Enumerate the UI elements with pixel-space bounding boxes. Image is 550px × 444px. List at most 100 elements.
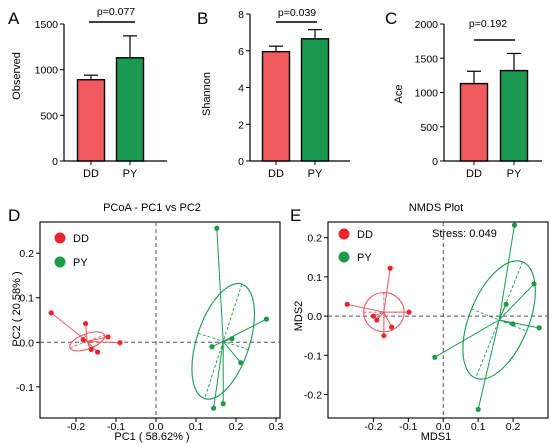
nmds-spoke-py bbox=[477, 319, 500, 410]
bar2-y-tick-label: 4 bbox=[238, 83, 244, 95]
nmds-plot-frame bbox=[327, 221, 549, 419]
bar2-bar-dd bbox=[261, 50, 291, 162]
pcoa-spoke-py bbox=[222, 341, 242, 364]
pcoa-point-py bbox=[209, 344, 215, 350]
bar1-x-tick-label: DD bbox=[83, 168, 99, 180]
pcoa-x-tick-label: -0.1 bbox=[107, 421, 125, 433]
bar2-bar-py bbox=[300, 38, 330, 162]
nmds-x-tick-label: 0.0 bbox=[436, 421, 451, 433]
bar3-x-tick-label: DD bbox=[466, 168, 482, 180]
c-pvalue: p=0.192 bbox=[469, 18, 507, 30]
pcoa-point-py bbox=[263, 316, 269, 322]
pcoa-ellipse-axis-dd bbox=[69, 334, 105, 349]
pcoa-legend-marker-py bbox=[54, 256, 66, 268]
a-ylabel: Observed bbox=[11, 52, 23, 100]
chart-marks: 0 500 1000 1500 DD PY 0 2 4 6 8 DD PY 0 500 1000 1500 200… bbox=[16, 9, 549, 433]
nmds-point-dd bbox=[374, 317, 380, 323]
bar1-bar-dd bbox=[76, 79, 106, 162]
pcoa-point-dd bbox=[80, 337, 86, 343]
bar3-y-tick-label: 0 bbox=[432, 156, 438, 168]
pcoa-spoke-dd bbox=[87, 340, 121, 344]
pcoa-y-tick-label: 0.0 bbox=[19, 337, 34, 349]
d-xlabel: PC1 ( 58.62% ) bbox=[114, 431, 189, 443]
nmds-point-py bbox=[536, 325, 542, 331]
nmds-y-tick-label: -0.2 bbox=[304, 389, 322, 401]
pcoa-point-py bbox=[214, 225, 220, 231]
panel-letter-c: C bbox=[385, 9, 397, 28]
pcoa-point-py bbox=[211, 405, 217, 411]
pcoa-y-tick-label: 0.1 bbox=[19, 293, 34, 305]
e-legend-dd: DD bbox=[357, 229, 373, 241]
nmds-point-dd bbox=[381, 333, 387, 339]
pcoa-x-tick-label: 0.1 bbox=[189, 421, 204, 433]
nmds-stress: Stress: 0.049 bbox=[432, 228, 497, 240]
nmds-point-dd bbox=[370, 313, 376, 319]
nmds-spoke-py bbox=[498, 225, 515, 321]
bar1-y-tick-label: 0 bbox=[52, 156, 58, 168]
bar3-y-tick-label: 1000 bbox=[415, 88, 439, 100]
nmds-legend-marker-dd bbox=[338, 228, 350, 240]
bar3-y-tick-label: 1500 bbox=[415, 53, 439, 65]
bar3-bar-dd bbox=[459, 82, 489, 162]
pcoa-x-tick-label: 0.3 bbox=[269, 421, 284, 433]
nmds-point-dd bbox=[406, 309, 412, 315]
pcoa-plot-frame bbox=[39, 221, 281, 419]
nmds-x-tick-label: 0.2 bbox=[506, 421, 521, 433]
pcoa-spoke-dd bbox=[85, 323, 88, 342]
bar1-y-tick-label: 1500 bbox=[35, 19, 59, 31]
nmds-x-tick-label: -0.1 bbox=[399, 421, 417, 433]
nmds-point-dd bbox=[387, 265, 393, 271]
bar1-x-tick-label: PY bbox=[123, 168, 138, 180]
bar2-y-tick-label: 2 bbox=[238, 119, 244, 131]
nmds-spoke-dd bbox=[347, 303, 384, 313]
nmds-x-tick-label: -0.2 bbox=[364, 421, 382, 433]
pcoa-point-dd bbox=[105, 334, 111, 340]
panel-letter-e: E bbox=[290, 206, 301, 225]
pcoa-spoke-py bbox=[213, 341, 224, 409]
a-pvalue: p=0.077 bbox=[97, 6, 135, 18]
nmds-point-py bbox=[510, 321, 516, 327]
pcoa-point-py bbox=[229, 336, 235, 342]
nmds-spoke-dd bbox=[383, 268, 391, 313]
pcoa-spoke-dd bbox=[50, 312, 88, 342]
d-ylabel: PC2 ( 20.58% ) bbox=[11, 271, 23, 346]
nmds-y-tick-label: 0.0 bbox=[307, 311, 322, 323]
pcoa-point-dd bbox=[88, 346, 94, 352]
bar1-y-tick-label: 1000 bbox=[35, 65, 59, 77]
bar3-y-tick-label: 2000 bbox=[415, 19, 439, 31]
pcoa-point-dd bbox=[95, 349, 101, 355]
pcoa-y-tick-label: 0.2 bbox=[19, 248, 34, 260]
nmds-y-tick-label: 0.2 bbox=[307, 233, 322, 245]
nmds-point-dd bbox=[344, 301, 350, 307]
bar3-x-tick-label: PY bbox=[507, 168, 522, 180]
pcoa-x-tick-label: -0.2 bbox=[67, 421, 85, 433]
bar1-bar-py bbox=[115, 57, 145, 162]
pcoa-point-dd bbox=[48, 310, 54, 316]
pcoa-spoke-dd bbox=[87, 336, 109, 342]
pcoa-point-dd bbox=[83, 320, 89, 327]
bar2-y-tick-label: 8 bbox=[238, 9, 244, 21]
pcoa-spoke-py bbox=[216, 228, 224, 342]
nmds-title: NMDS Plot bbox=[409, 202, 463, 214]
bar2-x-tick-label: DD bbox=[268, 168, 284, 180]
bar1-y-tick-label: 500 bbox=[40, 110, 58, 122]
nmds-spoke-dd bbox=[383, 311, 392, 328]
nmds-point-dd bbox=[388, 324, 395, 330]
pcoa-point-py bbox=[238, 360, 244, 366]
bar2-x-tick-label: PY bbox=[308, 168, 323, 180]
nmds-spoke-py bbox=[434, 319, 500, 358]
nmds-point-py bbox=[432, 354, 438, 360]
pcoa-point-py bbox=[220, 401, 226, 407]
pcoa-legend-marker-dd bbox=[54, 232, 66, 244]
panel-letter-b: B bbox=[197, 9, 208, 28]
panel-letter-d: D bbox=[8, 206, 20, 225]
pcoa-x-tick-label: 0.0 bbox=[149, 421, 164, 433]
d-legend-dd: DD bbox=[73, 233, 89, 245]
pcoa-x-tick-label: 0.2 bbox=[229, 421, 244, 433]
nmds-point-py bbox=[475, 406, 481, 412]
panel-letter-a: A bbox=[8, 9, 20, 28]
b-ylabel: Shannon bbox=[201, 72, 213, 116]
nmds-point-py bbox=[531, 281, 537, 287]
bar2-y-tick-label: 0 bbox=[238, 156, 244, 168]
